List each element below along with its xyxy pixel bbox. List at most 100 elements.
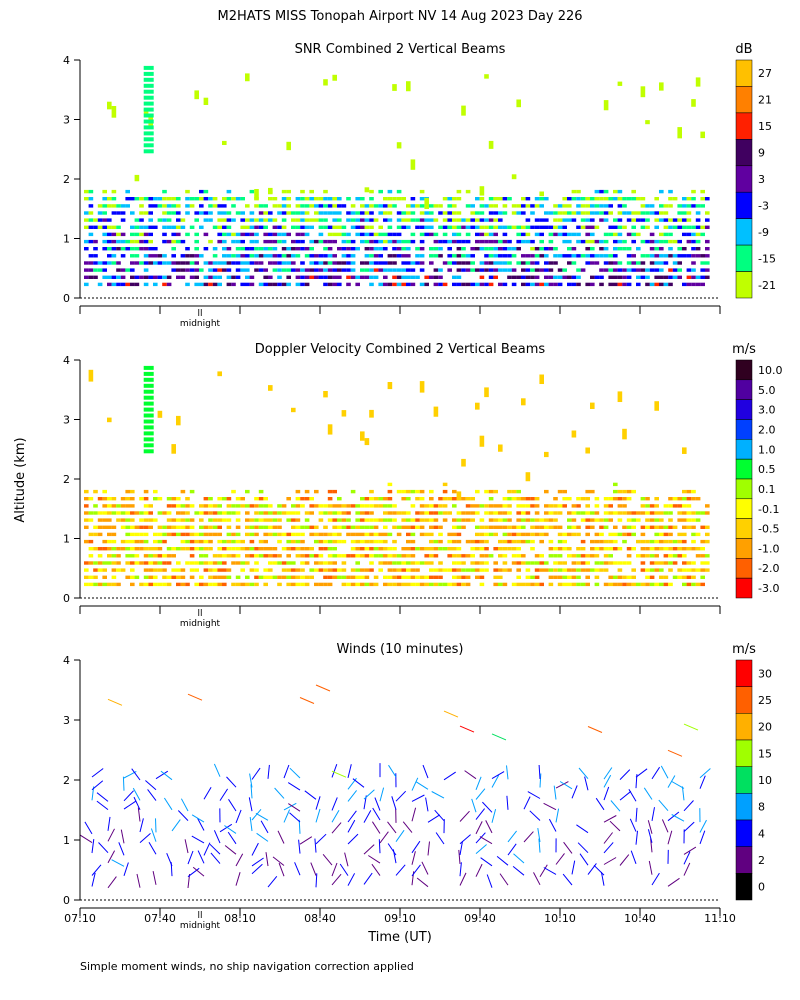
- snr-cell: [199, 197, 204, 201]
- velocity-cell: [180, 568, 186, 572]
- snr-cell: [97, 218, 103, 222]
- velocity-cell: [608, 575, 613, 579]
- snr-cell: [493, 232, 498, 237]
- velocity-y-tick-label: 4: [63, 354, 70, 367]
- winds-y-tick-label: 0: [63, 894, 70, 907]
- velocity-cell: [548, 504, 554, 508]
- wind-barb: [347, 873, 356, 886]
- wind-barb: [187, 850, 194, 865]
- velocity-cell: [429, 539, 434, 544]
- snr-cell: [171, 225, 176, 229]
- snr-cell: [668, 247, 673, 251]
- snr-cell: [245, 73, 250, 82]
- snr-cell: [498, 268, 503, 272]
- velocity-cell: [461, 582, 466, 587]
- snr-cell: [392, 239, 397, 244]
- snr-cell: [654, 268, 659, 272]
- snr-cell: [148, 261, 153, 265]
- snr-cell: [130, 261, 135, 265]
- velocity-cell: [346, 575, 351, 579]
- velocity-cell: [258, 511, 264, 515]
- snr-cell: [387, 225, 393, 229]
- snr-cell: [111, 261, 117, 265]
- snr-cell: [249, 247, 255, 251]
- snr-cell: [304, 254, 310, 258]
- snr-cell: [314, 211, 319, 215]
- velocity-cell: [705, 525, 710, 529]
- velocity-cell: [659, 582, 664, 587]
- velocity-cell: [166, 504, 172, 508]
- snr-cell: [212, 282, 218, 287]
- snr-cell: [695, 204, 701, 208]
- velocity-cell: [166, 575, 172, 579]
- snr-cell: [663, 254, 669, 258]
- velocity-cell: [258, 525, 264, 529]
- wind-barb: [163, 797, 173, 811]
- wind-barb: [459, 834, 471, 845]
- wind-barb: [347, 819, 356, 833]
- snr-cell: [539, 232, 544, 237]
- snr-cell: [705, 239, 710, 244]
- velocity-cell: [470, 518, 475, 522]
- velocity-colorbar-swatch: [735, 359, 753, 381]
- snr-cell: [222, 268, 227, 272]
- snr-cell: [433, 218, 439, 222]
- wind-barb: [379, 787, 385, 802]
- snr-cell: [162, 239, 167, 244]
- snr-cell: [153, 197, 158, 201]
- snr-cell: [383, 204, 388, 208]
- velocity-cell: [484, 532, 489, 537]
- velocity-cell: [300, 568, 305, 572]
- velocity-cell: [309, 568, 314, 572]
- velocity-cell: [295, 489, 301, 494]
- velocity-cell: [304, 582, 310, 587]
- velocity-cell: [498, 575, 503, 579]
- velocity-cell: [695, 497, 701, 501]
- snr-cell: [626, 261, 632, 265]
- velocity-cell: [663, 575, 669, 579]
- snr-cell: [521, 268, 526, 272]
- wind-barb: [219, 823, 233, 833]
- snr-cell: [544, 247, 549, 251]
- velocity-cell: [622, 561, 627, 565]
- velocity-cell: [447, 547, 452, 551]
- velocity-cell: [410, 525, 416, 529]
- velocity-cell: [153, 539, 158, 544]
- snr-cell: [488, 275, 494, 279]
- velocity-cell: [406, 568, 411, 572]
- x-tick-label: 07:10: [64, 912, 96, 925]
- velocity-cell: [231, 532, 236, 537]
- snr-cell: [419, 254, 425, 258]
- velocity-cell: [148, 554, 153, 558]
- velocity-cell: [396, 582, 402, 587]
- snr-cell: [406, 247, 411, 251]
- velocity-cell: [622, 582, 627, 587]
- velocity-cell: [659, 561, 664, 565]
- snr-cell: [88, 211, 94, 215]
- velocity-cell: [562, 568, 567, 572]
- snr-cell: [534, 261, 540, 265]
- velocity-cell: [364, 547, 370, 551]
- velocity-cell: [521, 525, 526, 529]
- velocity-cell: [350, 489, 356, 494]
- velocity-cell: [516, 525, 521, 529]
- velocity-cell: [438, 582, 443, 587]
- velocity-cell: [102, 582, 107, 587]
- snr-cell: [539, 247, 544, 251]
- snr-cell: [245, 247, 250, 251]
- velocity-cell: [143, 561, 149, 565]
- velocity-cell: [686, 511, 692, 515]
- snr-cell: [171, 254, 176, 258]
- velocity-cell: [410, 561, 416, 565]
- snr-cell: [410, 197, 416, 201]
- snr-cell: [645, 254, 650, 258]
- velocity-colorbar-swatch: [735, 379, 753, 400]
- snr-cell: [479, 247, 485, 251]
- velocity-cell: [217, 504, 222, 508]
- velocity-cell: [364, 438, 370, 446]
- snr-cell: [599, 204, 604, 208]
- wind-barb: [553, 785, 557, 800]
- velocity-cell: [337, 511, 342, 515]
- velocity-cell: [442, 518, 448, 522]
- velocity-cell: [360, 511, 365, 515]
